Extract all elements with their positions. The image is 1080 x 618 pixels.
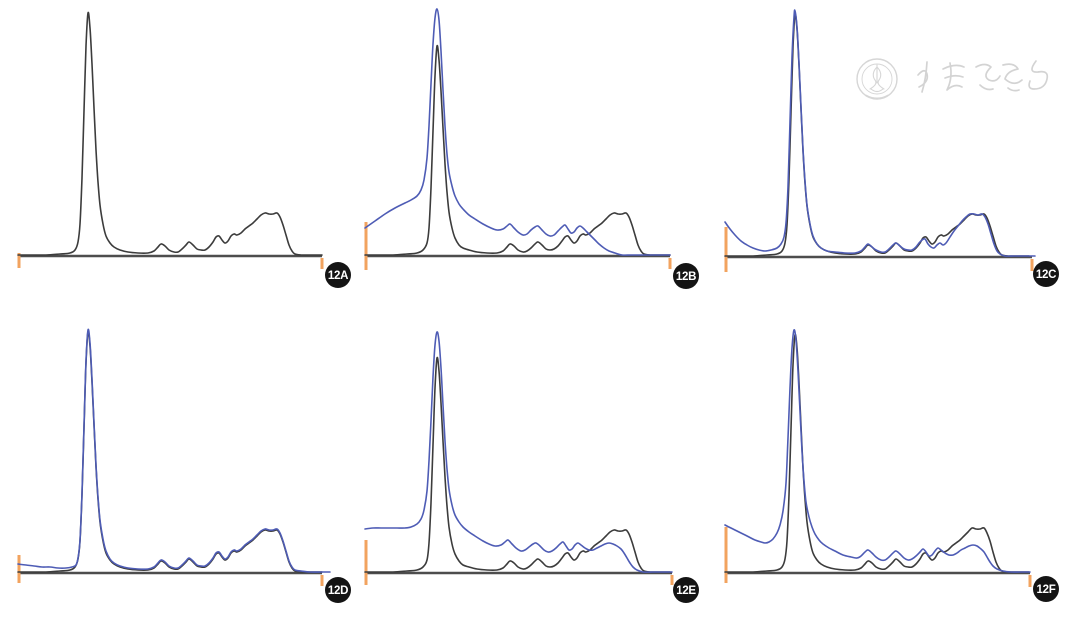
series-black (17, 330, 323, 573)
panel-label: 12D (328, 585, 348, 597)
panel-label-badge (1033, 576, 1059, 602)
series-black (724, 333, 1030, 573)
panel-label: 12B (676, 271, 696, 283)
panel-label-badge (1033, 261, 1059, 287)
series-blue (724, 328, 1031, 573)
panel-12D: 12D (17, 328, 351, 603)
panel-label-badge (673, 577, 699, 603)
series-blue (364, 331, 673, 573)
panel-12C: 12C (724, 9, 1059, 287)
panel-label-badge (325, 262, 351, 288)
series-black (364, 44, 671, 256)
series-blue (17, 328, 331, 573)
panel-12F: 12F (724, 328, 1059, 602)
watermark: 中華醫學會 (856, 58, 1049, 100)
panel-label: 12A (328, 270, 348, 282)
watermark-calligraphy (917, 60, 1049, 93)
panel-label: 12E (676, 585, 696, 597)
panel-label: 12F (1037, 584, 1056, 596)
panel-label-badge (673, 263, 699, 289)
panel-label: 12C (1036, 269, 1056, 281)
panel-label-badge (325, 577, 351, 603)
panel-12E: 12E (364, 331, 699, 603)
series-black (364, 356, 671, 573)
series-blue (724, 9, 1036, 257)
series-black (17, 11, 323, 256)
watermark-seal-icon (856, 58, 898, 100)
panel-12B: 12B (364, 8, 699, 289)
panel-12A: 12A (17, 11, 351, 288)
series-blue (364, 8, 671, 256)
